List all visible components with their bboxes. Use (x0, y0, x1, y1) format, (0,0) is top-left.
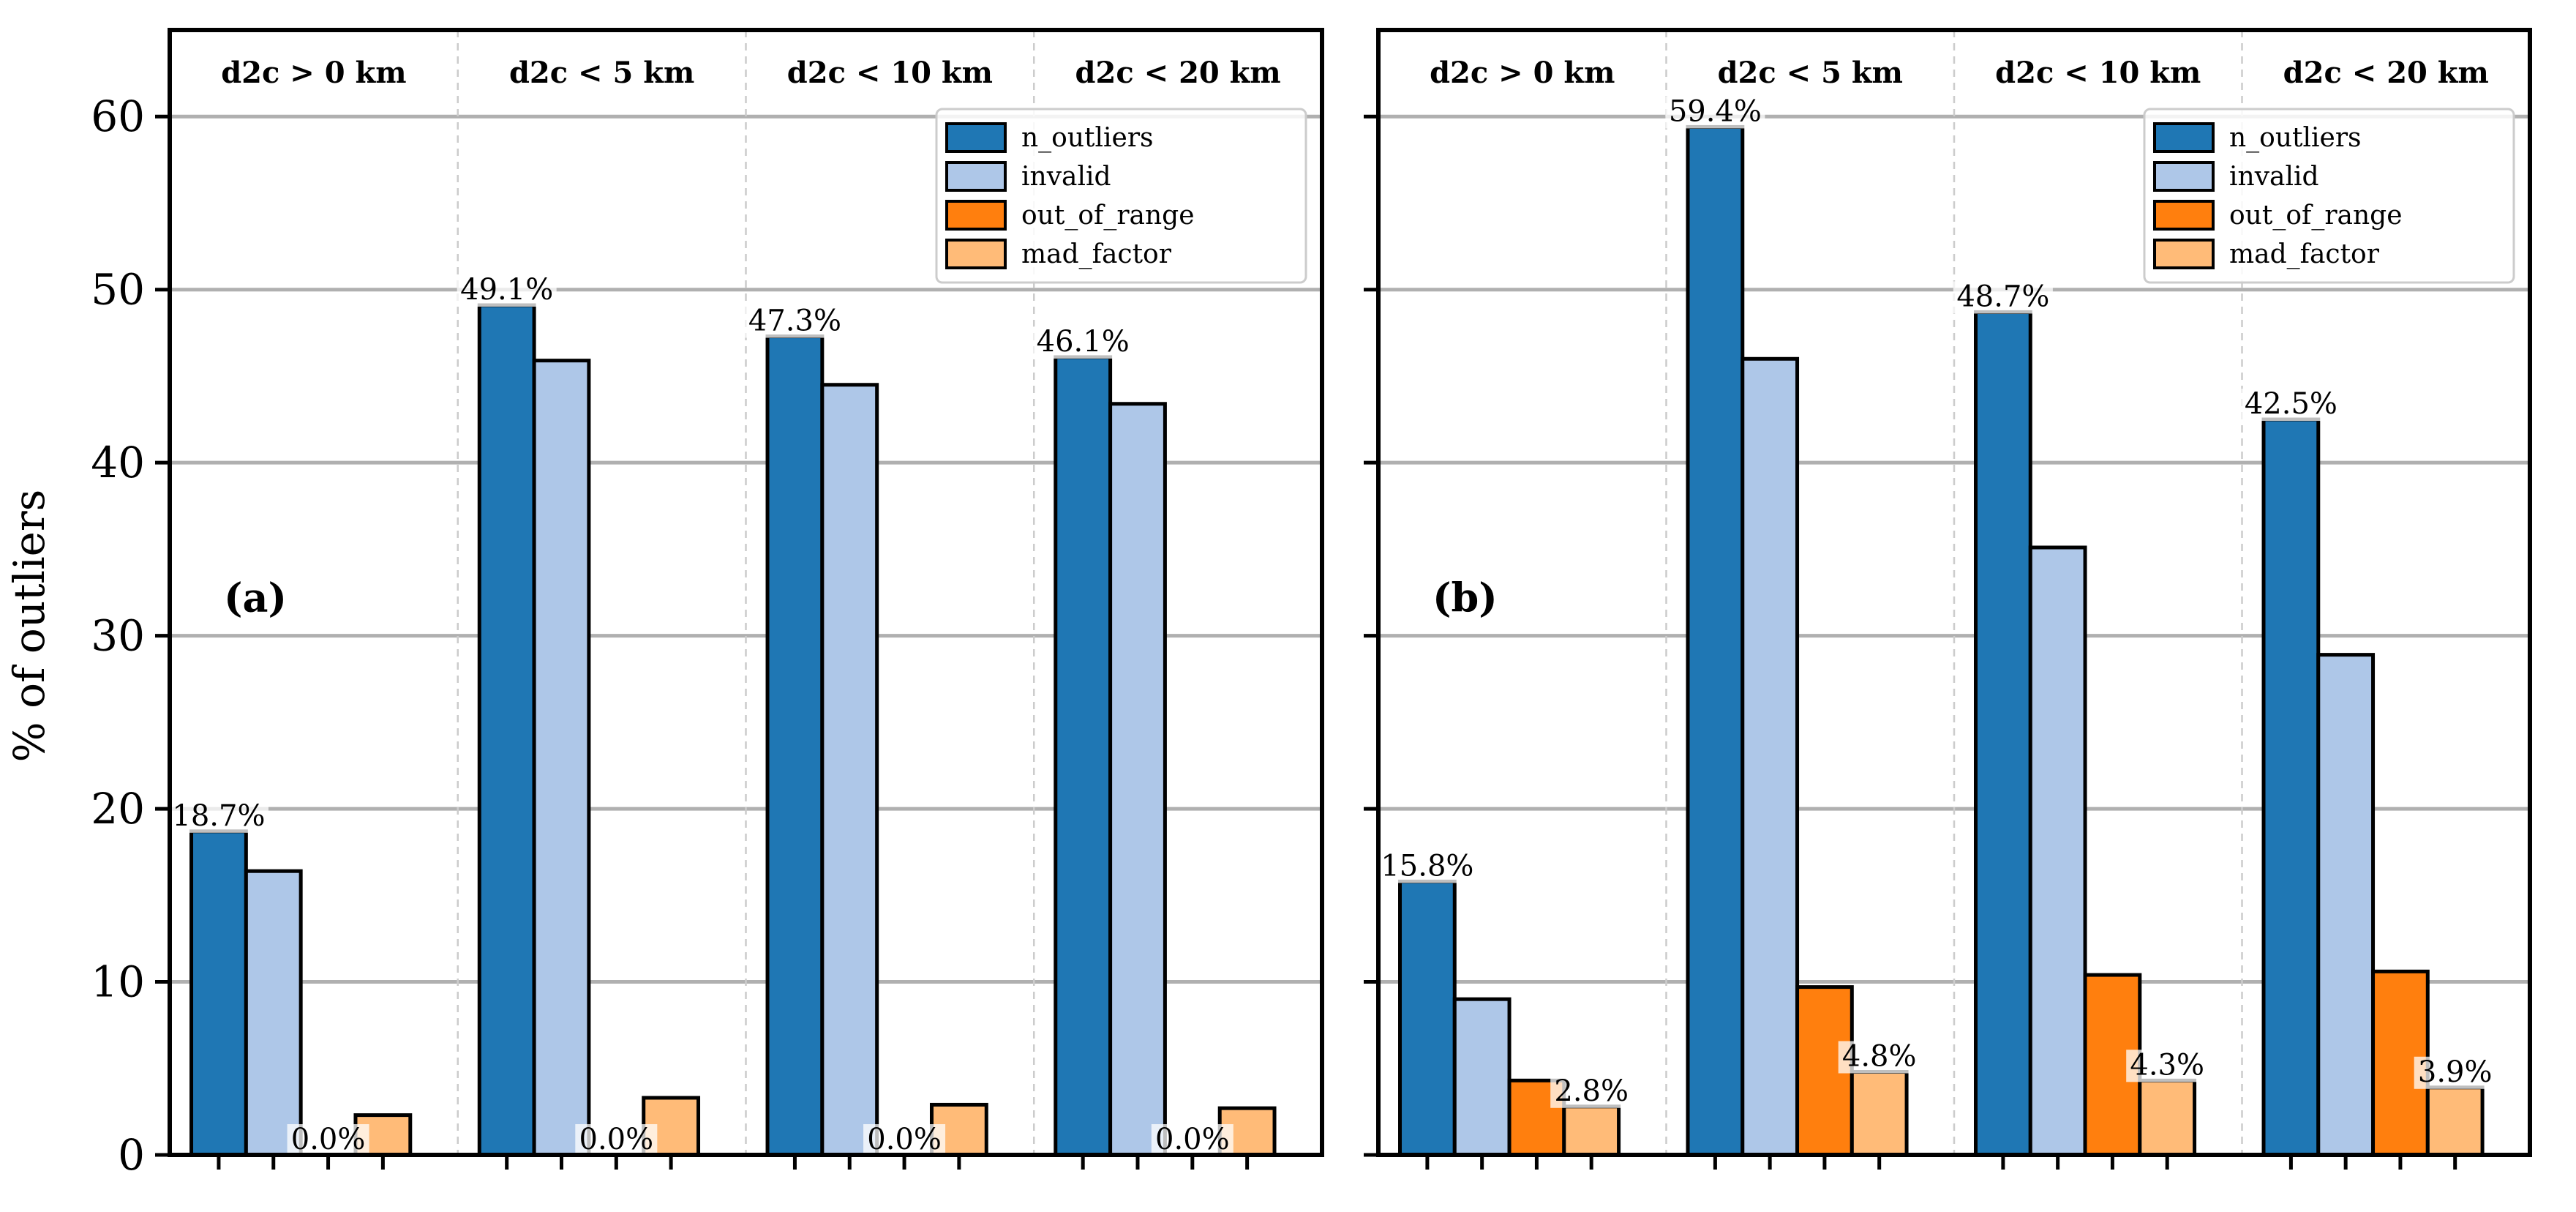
legend-swatch-mad-factor (945, 239, 1007, 269)
value-label: 0.0% (291, 1123, 366, 1156)
value-label: 49.1% (460, 273, 553, 307)
value-label-bg (1838, 1041, 1920, 1074)
legend-entry-out-of-range: out_of_range (2229, 201, 2403, 231)
value-label: 18.7% (172, 799, 265, 833)
value-label-bg (1953, 281, 2053, 314)
legend-entry-mad-factor: mad_factor (2229, 239, 2380, 269)
bar-mad-factor-3 (2138, 1078, 2197, 1157)
value-label-bg (2241, 389, 2341, 422)
legend-frame (2143, 108, 2515, 284)
bar-mad-factor-2 (1850, 1069, 1909, 1157)
bar-n-outliers-3 (765, 334, 825, 1157)
y-tick-label: 0 (118, 1130, 145, 1180)
value-label-bg (1151, 1124, 1233, 1156)
value-label-bg (1033, 326, 1133, 359)
legend-swatch-invalid (945, 161, 1007, 192)
panel-a: 18.7% 49.1% 47.3% 46.1% 0.0% 0.0% 0.0% 0.0% d2c … (91, 28, 1324, 1180)
value-label-bg (2126, 1050, 2209, 1082)
value-label-bg (575, 1124, 658, 1156)
value-label-bg (1377, 850, 1477, 883)
value-label: 0.0% (579, 1123, 654, 1156)
value-label: 0.0% (1155, 1123, 1230, 1156)
value-label: 4.3% (2130, 1048, 2204, 1082)
y-axis-label: % of outliers (4, 490, 54, 763)
legend-swatch-out-of-range (945, 200, 1007, 231)
bar-invalid-2 (532, 359, 591, 1157)
value-label: 3.9% (2418, 1055, 2493, 1089)
value-label-bg (168, 800, 269, 833)
bar-n-outliers-1 (189, 829, 248, 1157)
panel-label: (b) (1432, 575, 1498, 621)
value-label: 48.7% (1956, 280, 2049, 313)
legend-swatch-invalid (2153, 161, 2215, 192)
category-header: d2c < 5 km (509, 56, 694, 90)
legend-entry-invalid: invalid (2229, 162, 2319, 192)
legend-entry-n-outliers: n_outliers (2229, 123, 2362, 153)
value-label-bg (2414, 1056, 2496, 1089)
value-label: 4.8% (1842, 1039, 1917, 1073)
bar-invalid-1 (1452, 997, 1512, 1157)
category-header: d2c < 5 km (1718, 56, 1903, 90)
bar-n-outliers-2 (1686, 124, 1745, 1157)
category-header: d2c > 0 km (221, 56, 406, 90)
panel-b: 15.8% 59.4% 48.7% 42.5% 2.8% 4.8% 4.3% 3.9% d2c … (1364, 28, 2532, 1170)
legend-swatch-n-outliers (945, 122, 1007, 153)
panel-label: (a) (224, 575, 287, 621)
value-label-bg (863, 1124, 946, 1156)
category-header: d2c > 0 km (1430, 56, 1615, 90)
legend-entry-invalid: invalid (1021, 162, 1111, 192)
bar-n-outliers-1 (1398, 879, 1457, 1157)
value-label: 15.8% (1381, 849, 1473, 883)
value-label-bg (1550, 1075, 1633, 1108)
legend-entry-out-of-range: out_of_range (1021, 201, 1195, 231)
plot-frame (168, 28, 1324, 1157)
y-tick-label: 10 (91, 957, 145, 1007)
y-tick-label: 40 (91, 438, 145, 487)
value-label: 47.3% (748, 304, 841, 338)
legend-swatch-out-of-range (2153, 200, 2215, 231)
category-header: d2c < 20 km (1075, 56, 1281, 90)
bar-invalid-3 (820, 383, 879, 1157)
legend-swatch-mad-factor (2153, 239, 2215, 269)
category-header: d2c < 10 km (787, 56, 993, 90)
legend-entry-n-outliers: n_outliers (1021, 123, 1154, 153)
value-label-bg (287, 1124, 369, 1156)
bar-mad-factor-1 (1562, 1104, 1621, 1157)
value-label-bg (457, 274, 557, 307)
legend-entry-mad-factor: mad_factor (1021, 239, 1172, 269)
bar-mad-factor-4 (2425, 1085, 2485, 1157)
y-tick-label: 20 (91, 784, 145, 834)
category-header: d2c < 20 km (2283, 56, 2489, 90)
y-tick-label: 30 (91, 611, 145, 661)
plot-frame (1376, 28, 2532, 1157)
value-label: 46.1% (1037, 325, 1130, 359)
bar-invalid-2 (1741, 356, 1800, 1157)
bar-n-outliers-2 (477, 303, 536, 1157)
value-label-bg (1665, 96, 1765, 129)
value-label: 42.5% (2245, 387, 2337, 421)
y-tick-label: 60 (91, 91, 145, 141)
value-label: 0.0% (867, 1123, 942, 1156)
value-label-bg (745, 305, 845, 338)
bar-n-outliers-3 (1974, 310, 2032, 1157)
legend-frame (935, 108, 1307, 284)
bar-invalid-3 (2028, 545, 2087, 1157)
value-label: 2.8% (1554, 1074, 1629, 1108)
bar-n-outliers-4 (1054, 355, 1113, 1157)
bar-invalid-1 (244, 869, 303, 1157)
value-label: 59.4% (1669, 94, 1762, 128)
legend-swatch-n-outliers (2153, 122, 2215, 153)
bar-invalid-4 (2316, 653, 2376, 1157)
bar-n-outliers-4 (2261, 417, 2321, 1157)
y-tick-label: 50 (91, 265, 145, 315)
category-header: d2c < 10 km (1995, 56, 2201, 90)
bar-invalid-4 (1108, 402, 1167, 1157)
